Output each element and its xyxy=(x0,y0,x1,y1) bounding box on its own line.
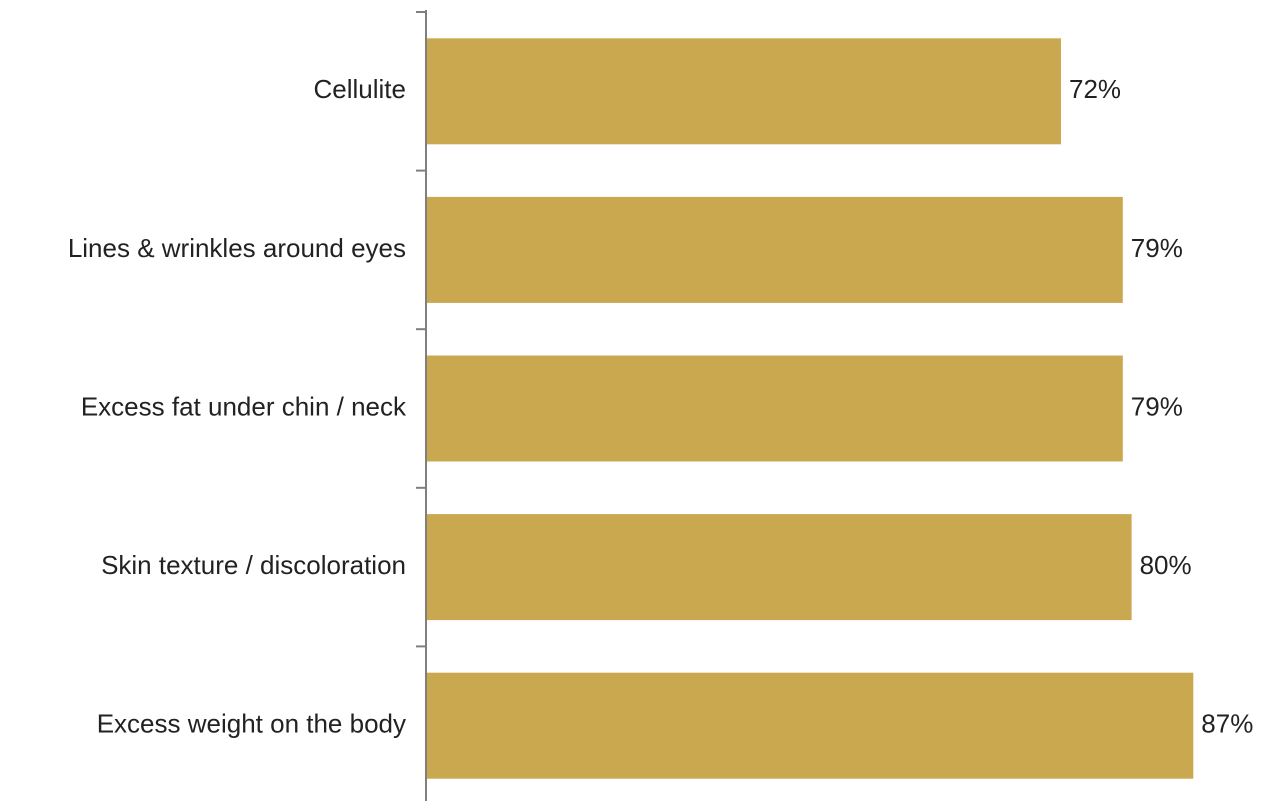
value-label-skin-texture-discoloration: 80% xyxy=(1140,550,1192,580)
category-label-lines-wrinkles-around-eyes: Lines & wrinkles around eyes xyxy=(68,233,406,263)
category-label-excess-fat-under-chin-neck: Excess fat under chin / neck xyxy=(81,391,407,421)
bar-lines-wrinkles-around-eyes xyxy=(426,196,1123,303)
bar-excess-fat-under-chin-neck xyxy=(426,355,1123,462)
category-label-excess-weight-on-the-body: Excess weight on the body xyxy=(97,709,406,739)
category-labels-group: Cellulite Lines & wrinkles around eyes Exc… xyxy=(68,74,407,738)
category-label-skin-texture-discoloration: Skin texture / discoloration xyxy=(101,550,406,580)
value-label-excess-fat-under-chin-neck: 79% xyxy=(1131,391,1183,421)
value-label-excess-weight-on-the-body: 87% xyxy=(1201,709,1253,739)
bar-cellulite xyxy=(426,38,1061,145)
bars-group xyxy=(426,38,1194,779)
category-label-cellulite: Cellulite xyxy=(314,74,407,104)
bar-skin-texture-discoloration xyxy=(426,514,1132,621)
category-axis xyxy=(416,10,427,801)
value-label-cellulite: 72% xyxy=(1069,74,1121,104)
bar-excess-weight-on-the-body xyxy=(426,672,1194,779)
value-labels-group: 72% 79% 79% 80% 87% xyxy=(1069,74,1253,738)
value-label-lines-wrinkles-around-eyes: 79% xyxy=(1131,233,1183,263)
